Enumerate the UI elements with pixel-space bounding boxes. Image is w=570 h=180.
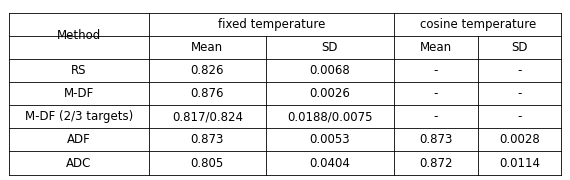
Text: 0.826: 0.826 (190, 64, 224, 77)
Text: 0.876: 0.876 (190, 87, 224, 100)
Text: ADC: ADC (66, 157, 91, 170)
Text: 0.873: 0.873 (190, 133, 224, 146)
Text: fixed temperature: fixed temperature (218, 18, 325, 31)
Text: 0.0188/0.0075: 0.0188/0.0075 (287, 110, 373, 123)
Text: SD: SD (321, 41, 338, 54)
Text: -: - (434, 87, 438, 100)
Text: -: - (518, 64, 522, 77)
Text: 0.0028: 0.0028 (499, 133, 540, 146)
Text: 0.0068: 0.0068 (310, 64, 350, 77)
Text: cosine temperature: cosine temperature (420, 18, 536, 31)
Text: SD: SD (511, 41, 528, 54)
Text: 0.872: 0.872 (419, 157, 453, 170)
Text: 0.817/0.824: 0.817/0.824 (172, 110, 243, 123)
Text: 0.873: 0.873 (420, 133, 453, 146)
Text: Method: Method (56, 29, 101, 42)
Text: Mean: Mean (191, 41, 223, 54)
Text: RS: RS (71, 64, 87, 77)
Text: ADF: ADF (67, 133, 91, 146)
Text: -: - (518, 87, 522, 100)
Text: 0.0053: 0.0053 (310, 133, 350, 146)
Text: Mean: Mean (420, 41, 452, 54)
Text: -: - (434, 64, 438, 77)
Text: 0.805: 0.805 (191, 157, 224, 170)
Text: 0.0026: 0.0026 (310, 87, 351, 100)
Text: -: - (434, 110, 438, 123)
Text: -: - (518, 110, 522, 123)
Text: 0.0114: 0.0114 (499, 157, 540, 170)
Text: M-DF (2/3 targets): M-DF (2/3 targets) (25, 110, 133, 123)
Text: 0.0404: 0.0404 (310, 157, 351, 170)
Text: M-DF: M-DF (64, 87, 94, 100)
